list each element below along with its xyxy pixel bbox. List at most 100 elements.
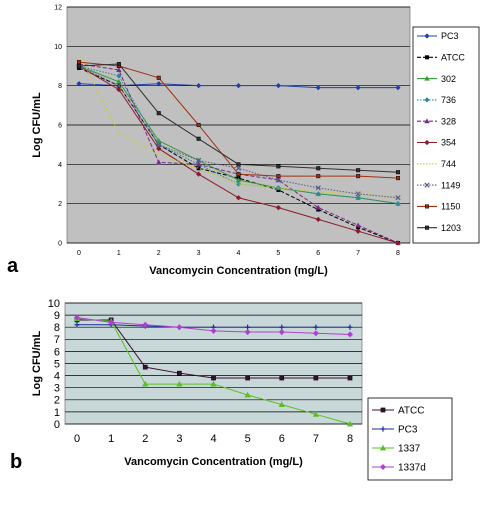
data-point-328 bbox=[355, 222, 361, 228]
data-point-1149 bbox=[156, 142, 162, 148]
data-point-1337 bbox=[176, 380, 183, 387]
data-point-1203 bbox=[156, 111, 161, 116]
data-point-1150 bbox=[236, 172, 241, 177]
legend-entry: 1337d bbox=[398, 463, 426, 474]
data-point-PC3 bbox=[279, 324, 285, 330]
series-line-ATCC bbox=[78, 67, 399, 244]
data-point-328 bbox=[315, 204, 321, 210]
y-tick-label: 12 bbox=[54, 4, 62, 11]
panel-label-a: a bbox=[7, 255, 19, 277]
data-point-1337 bbox=[244, 391, 251, 398]
legend-marker bbox=[424, 204, 430, 209]
legend-marker bbox=[424, 118, 430, 124]
data-point-354 bbox=[196, 171, 202, 177]
legend-b: ATCC PC3 1337 1337d bbox=[367, 397, 453, 481]
legend-entry: 302 bbox=[441, 74, 456, 84]
series-line-744 bbox=[78, 53, 399, 199]
data-point-302 bbox=[116, 78, 122, 84]
x-tick-label: 2 bbox=[142, 433, 148, 445]
data-point-736 bbox=[395, 201, 401, 207]
data-point-1149 bbox=[235, 165, 242, 171]
data-point-ATCC bbox=[245, 375, 250, 381]
data-point-PC3 bbox=[275, 83, 281, 89]
y-tick-label: 7 bbox=[54, 334, 60, 346]
data-point-328 bbox=[195, 161, 202, 167]
data-point-PC3 bbox=[76, 81, 82, 87]
x-tick-label: 5 bbox=[276, 250, 280, 257]
y-tick-label: 4 bbox=[54, 370, 60, 382]
x-tick-label: 3 bbox=[197, 250, 201, 257]
legend-marker bbox=[379, 444, 387, 451]
x-tick-label: 5 bbox=[245, 433, 251, 445]
y-axis-label-a: Log CFU/mL bbox=[31, 92, 43, 158]
data-point-1150 bbox=[76, 60, 82, 65]
x-axis-label-b: Vancomycin Concentration (mg/L) bbox=[124, 456, 303, 468]
x-tick-label: 3 bbox=[176, 433, 182, 445]
data-point-1150 bbox=[156, 75, 161, 80]
data-point-1337d bbox=[73, 314, 81, 321]
legend-entry: PC3 bbox=[441, 31, 459, 41]
data-point-ATCC bbox=[211, 375, 216, 381]
data-point-PC3 bbox=[355, 85, 361, 91]
legend-entry: ATCC bbox=[441, 52, 465, 62]
y-tick-label: 0 bbox=[54, 419, 60, 431]
x-tick-label: 6 bbox=[316, 250, 320, 257]
legend-marker bbox=[424, 182, 430, 188]
y-axis-label-b: Log CFU/mL bbox=[31, 331, 43, 397]
x-tick-label: 7 bbox=[356, 250, 360, 257]
legend-entry: 354 bbox=[441, 138, 456, 148]
data-point-1337 bbox=[142, 380, 149, 387]
legend-marker bbox=[424, 97, 430, 103]
panel-label-b: b bbox=[10, 451, 22, 473]
x-tick-labels-b: 0 1 2 3 4 5 6 7 8 bbox=[74, 433, 353, 445]
data-point-1150 bbox=[196, 122, 201, 128]
y-tick-label: 10 bbox=[54, 44, 62, 51]
data-point-1203 bbox=[316, 166, 321, 171]
data-point-ATCC bbox=[142, 364, 148, 370]
series-line-328 bbox=[78, 63, 399, 244]
data-point-1203 bbox=[76, 63, 82, 69]
data-point-354 bbox=[275, 204, 281, 211]
legend-entry: PC3 bbox=[398, 425, 418, 436]
legend-marker bbox=[424, 33, 430, 39]
data-point-1150 bbox=[276, 174, 281, 179]
legend-marker bbox=[424, 75, 430, 81]
x-tick-label: 0 bbox=[74, 433, 80, 445]
data-point-1149 bbox=[355, 191, 361, 197]
data-point-1337d bbox=[108, 319, 115, 326]
data-point-PC3 bbox=[74, 322, 80, 328]
legend-box bbox=[412, 26, 480, 244]
y-tick-label: 3 bbox=[54, 383, 60, 395]
x-tick-label: 8 bbox=[396, 250, 400, 257]
data-point-1337d bbox=[210, 327, 217, 334]
data-point-1149 bbox=[395, 195, 401, 201]
y-tick-label: 8 bbox=[54, 322, 60, 334]
legend-entry: ATCC bbox=[398, 406, 424, 417]
legend-entry: 1150 bbox=[441, 202, 460, 212]
x-tick-label: 1 bbox=[117, 250, 121, 257]
data-point-354 bbox=[355, 228, 361, 234]
data-point-1337d bbox=[244, 329, 251, 336]
data-point-PC3 bbox=[347, 324, 353, 330]
data-point-1203 bbox=[395, 170, 401, 175]
data-point-1203 bbox=[196, 136, 201, 141]
legend-entry: 328 bbox=[441, 116, 456, 126]
legend-entry: 1149 bbox=[441, 180, 460, 190]
data-point-ATCC bbox=[177, 370, 182, 376]
x-axis-label-a: Vancomycin Concentration (mg/L) bbox=[149, 265, 328, 277]
y-tick-label: 0 bbox=[58, 240, 62, 247]
data-point-1203 bbox=[356, 168, 361, 173]
data-point-354 bbox=[395, 240, 401, 246]
data-point-354 bbox=[315, 216, 321, 223]
legend-entry: 744 bbox=[441, 159, 456, 169]
x-tick-label: 1 bbox=[108, 433, 114, 445]
data-point-1149 bbox=[275, 177, 281, 183]
series-group-b bbox=[73, 314, 354, 427]
data-point-PC3 bbox=[395, 85, 401, 91]
data-point-328 bbox=[156, 159, 162, 165]
legend-marker bbox=[424, 225, 430, 230]
data-point-PC3 bbox=[315, 85, 321, 91]
data-point-736 bbox=[116, 73, 122, 79]
